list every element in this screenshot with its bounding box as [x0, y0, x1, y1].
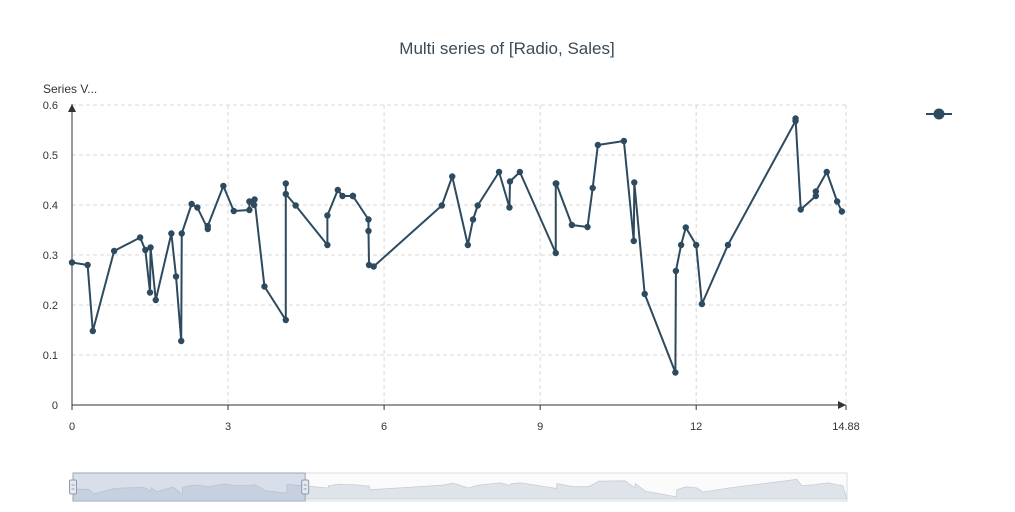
- x-axis-arrow: [838, 401, 846, 409]
- data-point[interactable]: [172, 273, 180, 280]
- data-point[interactable]: [188, 200, 195, 208]
- legend-marker-icon: [933, 108, 945, 120]
- data-point[interactable]: [246, 206, 253, 214]
- data-zoom-slider[interactable]: [69, 472, 848, 502]
- data-point[interactable]: [136, 234, 144, 241]
- y-axis-arrow: [68, 104, 76, 112]
- data-point[interactable]: [812, 188, 820, 195]
- y-tick-label: 0.1: [43, 350, 58, 362]
- data-point[interactable]: [506, 204, 513, 211]
- data-point[interactable]: [110, 247, 118, 255]
- data-point[interactable]: [282, 190, 289, 198]
- data-point[interactable]: [474, 202, 481, 209]
- data-point[interactable]: [152, 296, 159, 304]
- legend[interactable]: [926, 108, 952, 120]
- data-point[interactable]: [365, 227, 372, 235]
- data-point[interactable]: [147, 244, 154, 251]
- data-point[interactable]: [692, 241, 700, 249]
- data-point[interactable]: [68, 259, 76, 266]
- data-point[interactable]: [516, 168, 524, 176]
- data-point[interactable]: [292, 202, 299, 209]
- data-point[interactable]: [631, 179, 638, 186]
- data-point[interactable]: [261, 283, 268, 290]
- data-point[interactable]: [833, 198, 841, 205]
- data-point[interactable]: [89, 327, 97, 335]
- x-tick-label: 9: [537, 421, 543, 433]
- data-point[interactable]: [246, 198, 253, 205]
- data-point[interactable]: [682, 224, 689, 231]
- x-tick-label: 0: [69, 421, 75, 433]
- zoom-handle-grip[interactable]: [301, 479, 310, 495]
- data-point[interactable]: [194, 204, 201, 211]
- data-point[interactable]: [672, 267, 680, 275]
- data-point[interactable]: [641, 290, 648, 298]
- data-point[interactable]: [594, 141, 602, 149]
- data-point[interactable]: [589, 184, 596, 192]
- zoom-handle-right[interactable]: [301, 479, 310, 495]
- data-point[interactable]: [698, 300, 706, 308]
- data-point[interactable]: [365, 216, 372, 223]
- data-point[interactable]: [339, 192, 346, 200]
- data-point[interactable]: [220, 182, 227, 190]
- y-axis-label: Series V...: [43, 82, 97, 96]
- y-tick-label: 0.3: [43, 250, 58, 262]
- zoom-handle-grip[interactable]: [69, 479, 77, 495]
- data-point[interactable]: [142, 246, 149, 254]
- data-point[interactable]: [553, 180, 560, 187]
- data-point[interactable]: [812, 192, 820, 200]
- data-point[interactable]: [620, 137, 628, 145]
- data-point[interactable]: [334, 186, 342, 194]
- data-point[interactable]: [495, 168, 503, 176]
- data-point[interactable]: [230, 207, 237, 215]
- data-point[interactable]: [438, 202, 446, 209]
- chart-title: Multi series of [Radio, Sales]: [399, 39, 614, 58]
- data-point[interactable]: [324, 241, 331, 249]
- zoom-data-shadow: [72, 478, 848, 500]
- x-tick-label: 14.88: [832, 421, 860, 433]
- data-point[interactable]: [630, 237, 637, 245]
- y-tick-label: 0: [52, 400, 58, 412]
- data-point[interactable]: [146, 289, 154, 296]
- data-point[interactable]: [349, 192, 357, 200]
- data-point[interactable]: [506, 178, 514, 185]
- x-tick-label: 6: [381, 421, 387, 433]
- data-point[interactable]: [677, 241, 685, 249]
- y-tick-label: 0.6: [43, 100, 58, 112]
- data-point[interactable]: [178, 230, 185, 237]
- y-tick-label: 0.2: [43, 300, 58, 312]
- data-point[interactable]: [84, 261, 91, 269]
- data-point[interactable]: [797, 206, 804, 213]
- data-point[interactable]: [792, 115, 799, 122]
- data-point[interactable]: [672, 369, 679, 376]
- data-point[interactable]: [568, 221, 576, 229]
- data-point[interactable]: [370, 263, 377, 270]
- data-point[interactable]: [178, 337, 185, 345]
- data-point[interactable]: [584, 223, 591, 231]
- grid-lines: [71, 104, 847, 410]
- data-point[interactable]: [449, 173, 456, 180]
- data-point[interactable]: [168, 230, 175, 237]
- y-axis-tick-labels: 0 0.1 0.2 0.3 0.4 0.5 0.6: [43, 100, 58, 412]
- data-point[interactable]: [251, 196, 258, 203]
- data-point[interactable]: [282, 180, 289, 187]
- data-point[interactable]: [552, 249, 559, 257]
- data-point[interactable]: [724, 241, 732, 249]
- data-point[interactable]: [250, 201, 258, 209]
- data-point[interactable]: [204, 222, 211, 230]
- x-tick-label: 3: [225, 421, 231, 433]
- data-point[interactable]: [838, 208, 846, 215]
- data-point[interactable]: [282, 316, 289, 324]
- data-point[interactable]: [464, 241, 472, 249]
- data-point[interactable]: [324, 212, 331, 219]
- zoom-handle-left[interactable]: [69, 479, 77, 495]
- y-tick-label: 0.5: [43, 150, 58, 162]
- series-group: [68, 115, 846, 376]
- zoom-selected-range[interactable]: [72, 472, 306, 502]
- y-tick-label: 0.4: [43, 200, 58, 212]
- x-tick-label: 12: [690, 421, 702, 433]
- data-point[interactable]: [469, 216, 477, 223]
- data-point[interactable]: [823, 168, 830, 176]
- x-axis-tick-labels: 0 3 6 9 12 14.88: [69, 421, 860, 433]
